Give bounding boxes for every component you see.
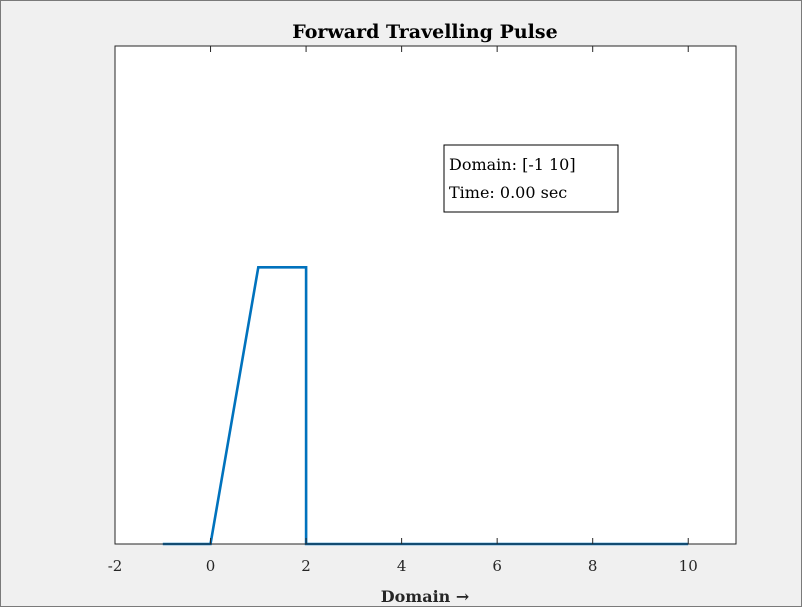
x-tick-label: 2	[301, 557, 311, 575]
x-tick-label: 0	[206, 557, 216, 575]
annotation-domain-text: Domain: [-1 10]	[449, 155, 576, 174]
x-tick-label: 8	[588, 557, 598, 575]
x-tick-label: -2	[108, 557, 123, 575]
chart-title: Forward Travelling Pulse	[292, 21, 557, 43]
annotation-box: Domain: [-1 10] Time: 0.00 sec	[443, 144, 619, 213]
x-tick-label: 10	[679, 557, 698, 575]
x-axis-label: Domain →	[381, 587, 470, 606]
x-tick-label: 4	[397, 557, 407, 575]
x-ticks: -2 0 2 4 6 8 10	[108, 46, 698, 575]
axes-background	[115, 46, 736, 544]
x-tick-label: 6	[492, 557, 502, 575]
axes-box	[114, 45, 737, 545]
annotation-frame	[443, 144, 619, 213]
annotation-time-text: Time: 0.00 sec	[449, 183, 567, 202]
